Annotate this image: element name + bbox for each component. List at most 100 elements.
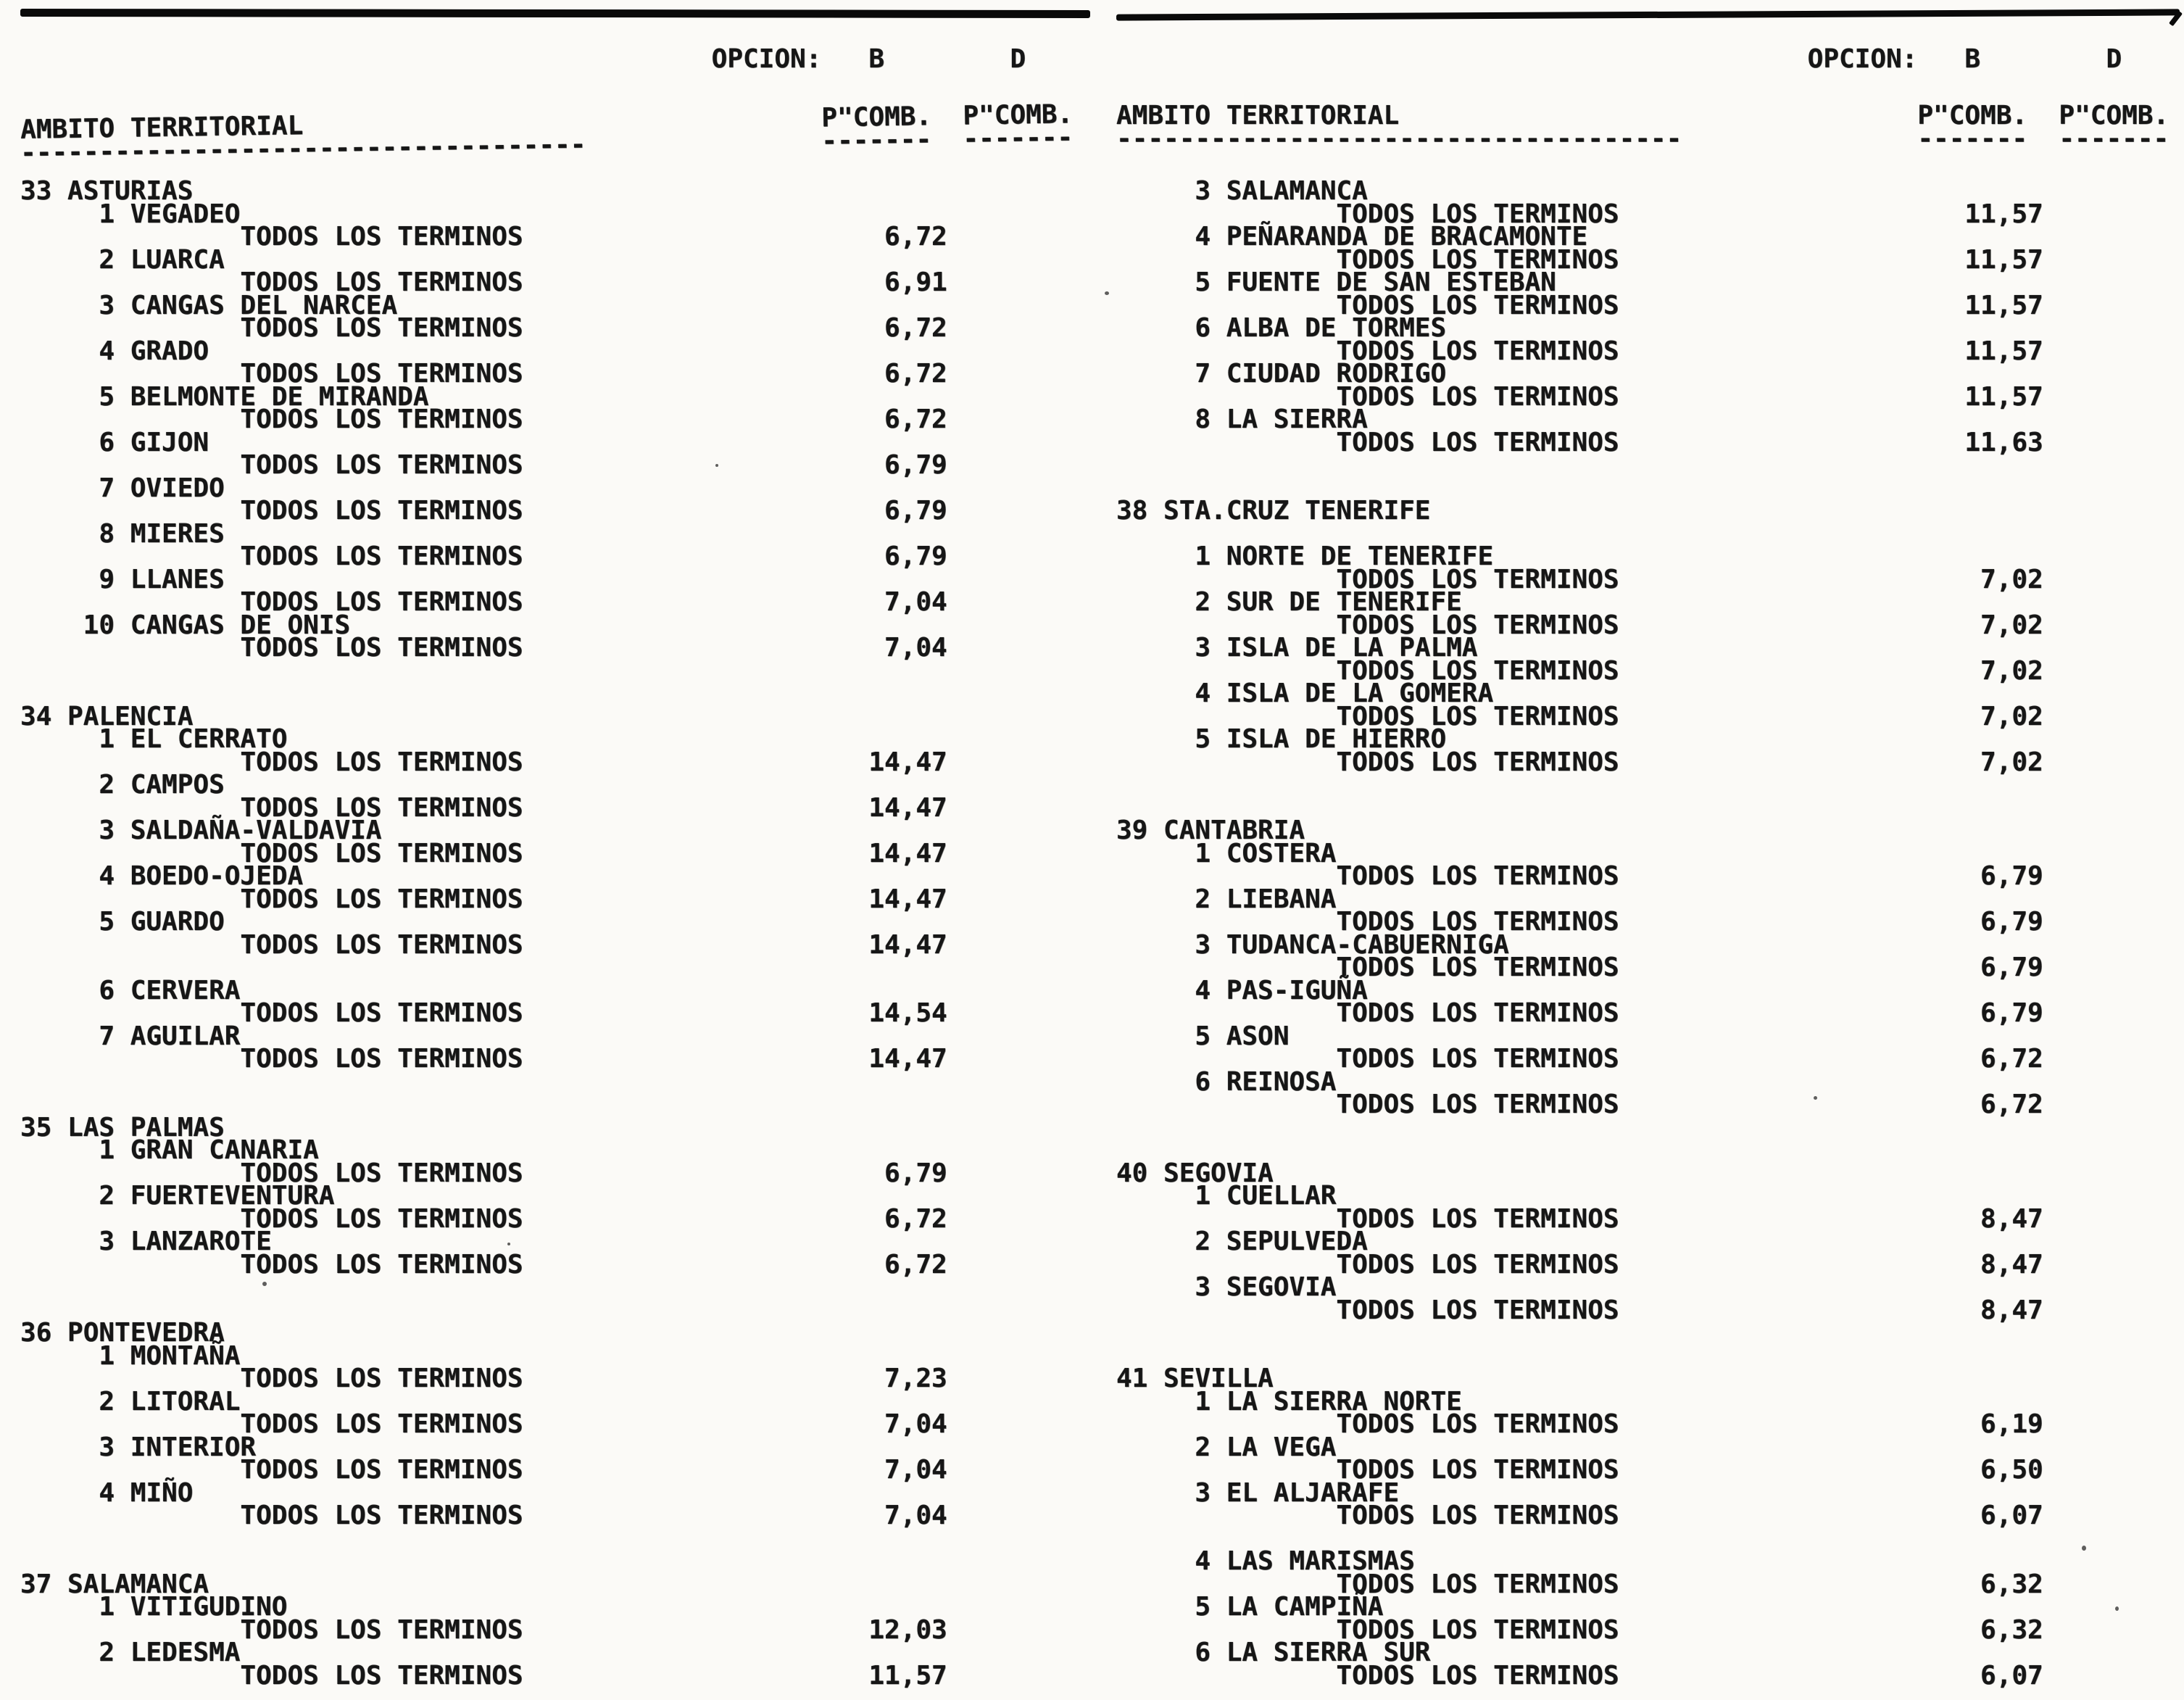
blank-line [1116,774,2184,797]
comarca-name: NORTE DE TENERIFE [1226,542,1494,571]
comarca-number: 6 [99,975,115,1006]
comarca-name: COSTERA [1226,838,1337,868]
comarca-name: GIJON [130,427,209,457]
pcomb-b-value: 6,50 [1980,1455,2043,1485]
todos-los-terminos-label: TODOS LOS TERMINOS [1336,336,1619,366]
pcomb-b-value: 7,04 [884,1455,947,1485]
comarca-terms-row: TODOS LOS TERMINOS 6,72 [20,359,1095,389]
comarca-number: 7 [99,473,115,503]
comarca-name: GRADO [130,336,209,366]
comarca-number: 3 [99,290,115,320]
scan-speck [1105,291,1109,295]
pcomb-b-value: 6,72 [884,222,947,252]
todos-los-terminos-label: TODOS LOS TERMINOS [240,1455,523,1485]
blank-line [1116,1139,2184,1162]
pcomb-b-value: 8,47 [1980,1203,2043,1234]
todos-los-terminos-label: TODOS LOS TERMINOS [240,359,523,389]
province-code: 39 [1116,816,1148,845]
comarca-terms-row: TODOS LOS TERMINOS 11,57 [20,1662,1095,1688]
todos-los-terminos-label: TODOS LOS TERMINOS [240,1158,523,1188]
todos-los-terminos-label: TODOS LOS TERMINOS [240,313,523,343]
comarca-terms-row: TODOS LOS TERMINOS 7,02 [1116,566,2184,592]
comarca-number: 3 [99,1227,115,1256]
comarca-terms-row: TODOS LOS TERMINOS 6,79 [1116,909,2184,935]
comarca-number: 1 [99,1592,115,1622]
todos-los-terminos-label: TODOS LOS TERMINOS [1336,1090,1619,1119]
comarca-number: 2 [99,1386,115,1417]
comarca-row: 5 LA CAMPIÑA [1116,1594,2184,1620]
comarca-number: 6 [99,427,115,457]
comarca-terms-row: TODOS LOS TERMINOS 6,72 [20,222,1095,252]
comarca-name: EL ALJARAFE [1226,1477,1400,1508]
todos-los-terminos-label: TODOS LOS TERMINOS [1336,747,1619,777]
comarca-number: 5 [99,907,115,937]
comarca-row: 5 ISLA DE HIERRO [1116,726,2184,752]
option-d-label: D [2106,44,2122,74]
comarca-row: 3 LANZAROTE [20,1227,1095,1256]
comarca-terms-row: TODOS LOS TERMINOS 6,50 [1116,1455,2184,1485]
comarca-terms-row: TODOS LOS TERMINOS 6,19 [1116,1411,2184,1438]
comarca-name: CERVERA [130,975,241,1006]
pcomb-b-value: 14,47 [868,792,947,823]
comarca-name: GUARDO [130,907,225,937]
comarca-row: 1 LA SIERRA NORTE [1116,1388,2184,1414]
comarca-terms-row: TODOS LOS TERMINOS 8,47 [1116,1203,2184,1234]
comarca-terms-row: TODOS LOS TERMINOS 7,23 [20,1366,1095,1392]
comarca-name: AGUILAR [130,1021,241,1051]
comarca-terms-row: TODOS LOS TERMINOS 6,32 [1116,1571,2184,1597]
todos-los-terminos-label: TODOS LOS TERMINOS [240,268,523,297]
comarca-number: 4 [99,336,115,366]
todos-los-terminos-label: TODOS LOS TERMINOS [1336,953,1619,982]
comarca-terms-row: TODOS LOS TERMINOS 7,02 [1116,658,2184,684]
pcomb-b-value: 7,02 [1980,610,2043,640]
comarca-row: 1 CUELLAR [1116,1183,2184,1209]
province-name: SALAMANCA [67,1569,209,1599]
province-code: 37 [20,1569,52,1599]
comarca-name: REINOSA [1226,1066,1337,1097]
province-code: 33 [20,176,52,206]
comarca-row: 3 SALDAÑA-VALDAVIA [20,818,1095,844]
todos-los-terminos-label: TODOS LOS TERMINOS [1336,1501,1619,1530]
comarca-name: CANGAS DE ONIS [130,610,351,640]
pcomb-b-value: 6,79 [884,450,947,480]
comarca-number: 7 [1195,359,1211,389]
pcomb-b-value: 6,07 [1980,1660,2043,1691]
todos-los-terminos-label: TODOS LOS TERMINOS [1336,1203,1619,1234]
todos-los-terminos-label: TODOS LOS TERMINOS [1336,199,1619,229]
province-code: 38 [1116,496,1148,526]
todos-los-terminos-label: TODOS LOS TERMINOS [240,1044,523,1074]
comarca-row: 1 VITIGUDINO [20,1592,1095,1622]
province-code: 36 [20,1318,52,1348]
opcion-label: OPCION: [1807,44,1918,74]
pcomb-b-value: 6,32 [1980,1614,2043,1645]
blank-line [1116,1322,2184,1345]
province-row: 39 CANTABRIA [1116,816,2184,845]
comarca-row: 6 ALBA DE TORMES [1116,315,2184,341]
comarca-terms-row: TODOS LOS TERMINOS 7,04 [20,635,1095,661]
province-row: 41 SEVILLA [1116,1366,2184,1392]
comarca-row: 3 CANGAS DEL NARCEA [20,290,1095,320]
comarca-terms-row: TODOS LOS TERMINOS 14,47 [20,1046,1095,1072]
comarca-row: 1 NORTE DE TENERIFE [1116,542,2184,571]
comarca-name: CANGAS DEL NARCEA [130,290,398,320]
province-row: 37 SALAMANCA [20,1569,1095,1599]
todos-los-terminos-label: TODOS LOS TERMINOS [1336,907,1619,937]
todos-los-terminos-label: TODOS LOS TERMINOS [1336,655,1619,686]
todos-los-terminos-label: TODOS LOS TERMINOS [240,792,523,823]
comarca-terms-row: TODOS LOS TERMINOS 6,72 [1116,1046,2184,1072]
todos-los-terminos-label: TODOS LOS TERMINOS [1336,1249,1619,1280]
comarca-name: BELMONTE DE MIRANDA [130,381,429,412]
comarca-row: 4 BOEDO-OJEDA [20,863,1095,890]
todos-los-terminos-label: TODOS LOS TERMINOS [1336,1044,1619,1074]
blank-line [1116,1116,2184,1140]
pcomb-b-header: P"COMB. [1917,101,2028,130]
blank-line [20,660,1095,683]
comarca-terms-row: TODOS LOS TERMINOS 11,57 [1116,338,2184,364]
comarca-row: 4 ISLA DE LA GOMERA [1116,681,2184,707]
comarca-terms-row: TODOS LOS TERMINOS 6,91 [20,268,1095,297]
option-d-label: D [1010,44,1026,74]
todos-los-terminos-label: TODOS LOS TERMINOS [240,747,523,777]
comarca-terms-row: TODOS LOS TERMINOS 12,03 [20,1617,1095,1643]
comarca-terms-row: TODOS LOS TERMINOS 11,57 [1116,292,2184,318]
